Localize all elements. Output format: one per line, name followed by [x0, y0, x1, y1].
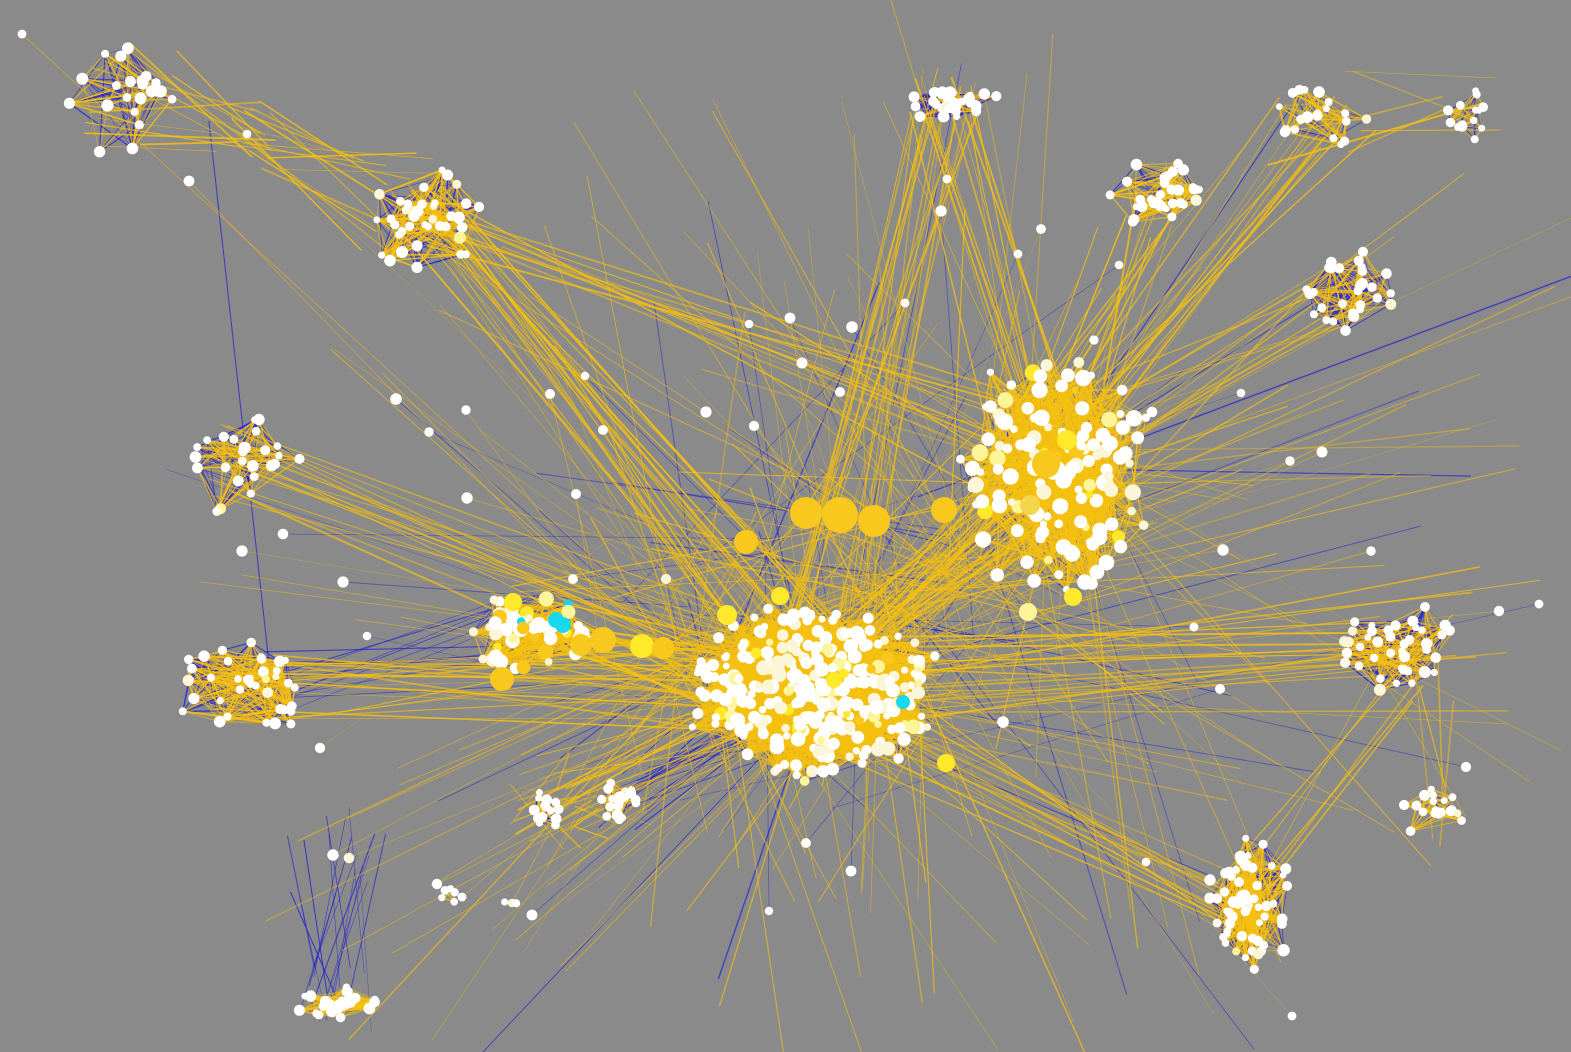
graph-edge [182, 710, 220, 723]
graph-edge [990, 660, 1467, 768]
graph-edge [376, 219, 391, 261]
graph-edge [255, 685, 293, 707]
graph-edge [196, 467, 218, 512]
graph-edge [82, 78, 128, 99]
graph-edge [326, 815, 351, 969]
graph-edge [208, 121, 276, 715]
graph-edge [69, 102, 140, 126]
graph-edge [559, 669, 678, 759]
graph-edge [438, 687, 678, 802]
graph-edge [138, 91, 153, 126]
graph-edge [473, 601, 500, 632]
graph-edge [286, 835, 315, 967]
graph-edge [401, 230, 461, 255]
graph-edge [379, 169, 443, 196]
graph-edge [197, 419, 256, 469]
graph-edge [219, 463, 276, 510]
graph-edge [303, 839, 328, 994]
graph-edge [653, 302, 707, 668]
graph-edge [197, 467, 255, 478]
graph-edge [255, 430, 278, 447]
graph-edge [473, 599, 495, 632]
graph-edge [840, 253, 1019, 654]
graph-edge [465, 206, 480, 255]
graph-edge [99, 105, 108, 152]
graph-edge [239, 689, 268, 724]
graph-edge [265, 660, 287, 724]
graph-edge [210, 655, 262, 679]
graph-edge [1345, 304, 1392, 331]
graph-edge [376, 201, 401, 221]
graph-edge [191, 668, 221, 722]
graph-edge [139, 98, 173, 126]
graph-edge [572, 552, 767, 580]
graph-edge [226, 661, 229, 717]
graph-edge [216, 445, 278, 512]
graph-edge [682, 392, 1242, 571]
graph-edge [104, 53, 128, 98]
graph-edge [82, 78, 100, 152]
graph-edge [308, 837, 352, 986]
graph-edge [81, 78, 135, 113]
graph-edge [182, 660, 286, 712]
graph-edge [856, 63, 962, 589]
graph-edge [308, 833, 376, 1014]
graph-edge [166, 469, 673, 641]
graph-edge [379, 194, 383, 256]
graph-edge [197, 446, 275, 465]
graph-edge [911, 597, 1255, 1050]
graph-edge [193, 697, 228, 718]
graph-edge [220, 460, 243, 509]
graph-edge [195, 449, 266, 458]
graph-edge [389, 201, 401, 261]
graph-edge [252, 682, 576, 700]
graph-edge [721, 282, 880, 669]
graph-edge [482, 704, 811, 1052]
graph-edge [182, 700, 221, 712]
graph-edge [82, 78, 133, 149]
graph-edge [389, 226, 411, 261]
graph-edge [348, 807, 365, 974]
graph-edge [210, 677, 267, 724]
graph-edge [197, 460, 243, 469]
graph-edge [1362, 251, 1373, 288]
graph-edge [332, 868, 356, 1004]
graph-edge [196, 467, 221, 509]
graph-edge [69, 102, 133, 150]
graph-edge [346, 833, 387, 1007]
graph-edge [225, 419, 256, 468]
graph-edge [319, 882, 368, 1016]
graph-edge [222, 650, 262, 657]
graph-edge [832, 688, 1221, 809]
graph-edge [986, 539, 1128, 995]
graph-edge [219, 720, 267, 724]
graph-edge [708, 264, 1120, 557]
graph-edge [220, 700, 281, 710]
graph-edge [940, 210, 975, 639]
graph-edge [376, 219, 383, 256]
graph-edge [197, 446, 266, 451]
